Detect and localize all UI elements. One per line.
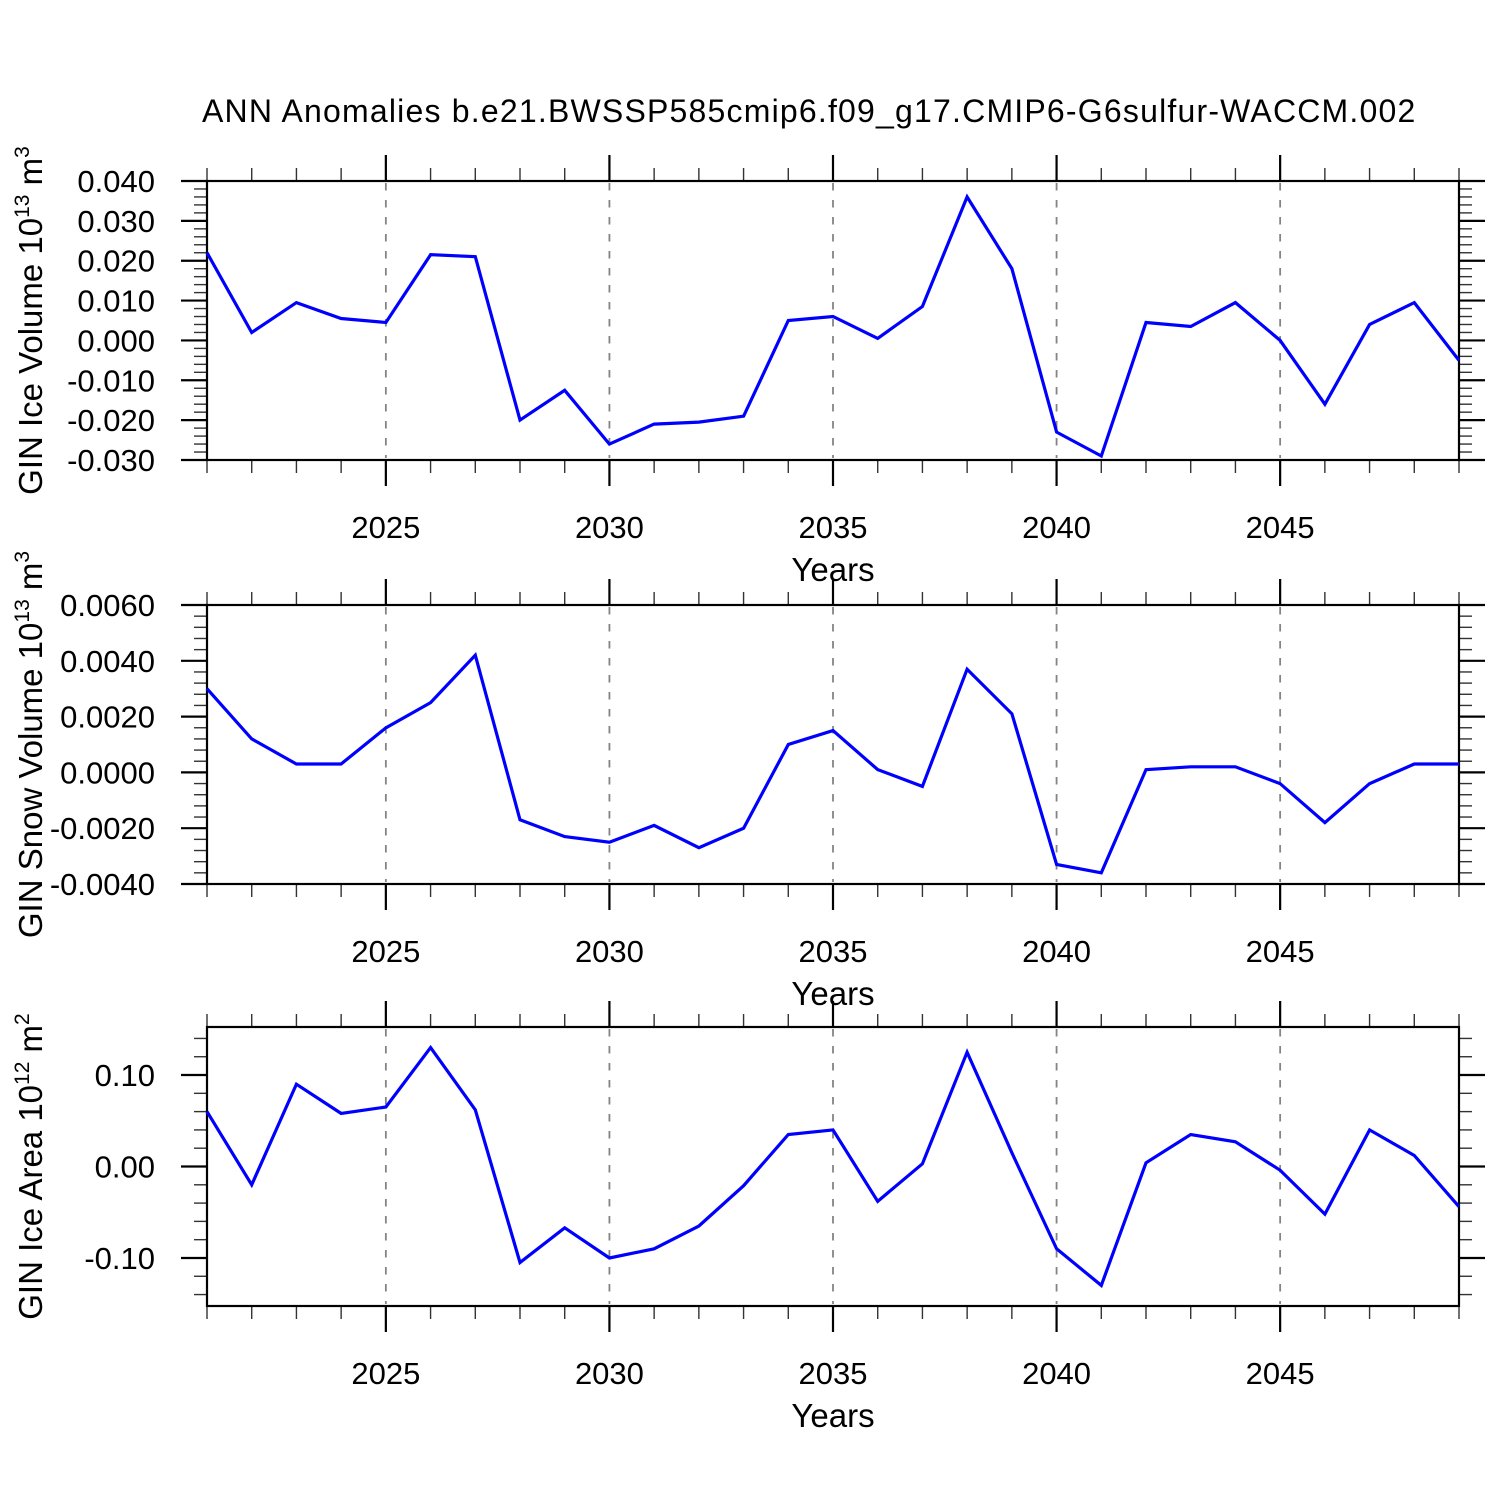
x-tick-label: 2035 [799, 1356, 868, 1391]
x-tick-label: 2025 [351, 510, 420, 545]
series-line [205, 652, 1459, 875]
y-axis-title: GIN Ice Area 1012 m2 [11, 1013, 49, 1320]
y-axis-title: GIN Ice Volume 1013 m3 [11, 146, 49, 495]
plot-frame [205, 1025, 1461, 1308]
x-tick-label: 2030 [575, 510, 644, 545]
y-tick-label: 0.020 [77, 244, 155, 279]
series-line [205, 193, 1461, 459]
x-tick-label: 2045 [1246, 510, 1315, 545]
chart-gin-snow-volume: 0.0060 0.0040 0.0020 0.0000 -0.0020 -0.0040 20… [11, 551, 1485, 1012]
plot-frame [205, 603, 1461, 886]
y-tick-label: -0.030 [67, 443, 155, 478]
y-tick-label: 0.10 [95, 1058, 155, 1093]
x-tick-label: 2030 [575, 1356, 644, 1391]
y-tick-label: -0.0020 [50, 811, 155, 846]
y-tick-label: 0.0000 [60, 755, 155, 790]
y-tick-label: 0.0060 [60, 588, 155, 623]
y-tick-label: 0.040 [77, 164, 155, 199]
x-tick-label: 2025 [351, 934, 420, 969]
x-tick-label: 2035 [799, 510, 868, 545]
x-axis-title: Years [791, 1397, 874, 1434]
x-tick-label: 2040 [1022, 1356, 1091, 1391]
charts-group: 0.040 0.030 0.020 0.010 0.000 -0.010 -0.020 -0.… [11, 146, 1485, 1434]
y-tick-label: 0.0040 [60, 644, 155, 679]
plot-frame [205, 179, 1461, 462]
y-tick-label: 0.00 [95, 1150, 155, 1185]
x-tick-label: 2040 [1022, 510, 1091, 545]
x-tick-label: 2045 [1246, 1356, 1315, 1391]
chart-gin-ice-volume: 0.040 0.030 0.020 0.010 0.000 -0.010 -0.020 -0.… [11, 146, 1485, 588]
y-tick-label: 0.030 [77, 204, 155, 239]
y-tick-label: 0.010 [77, 284, 155, 319]
y-tick-label: -0.020 [67, 403, 155, 438]
series-line [205, 1044, 1461, 1289]
y-tick-label: -0.0040 [50, 867, 155, 902]
y-tick-label: 0.0020 [60, 700, 155, 735]
y-tick-label: -0.010 [67, 363, 155, 398]
x-tick-label: 2025 [351, 1356, 420, 1391]
x-tick-label: 2035 [799, 934, 868, 969]
x-tick-label: 2040 [1022, 934, 1091, 969]
x-tick-label: 2030 [575, 934, 644, 969]
chart-gin-ice-area: 0.10 0.00 -0.10 2025 2030 2035 2040 2045 Years GI… [11, 1001, 1485, 1434]
y-tick-label: -0.10 [84, 1241, 155, 1276]
y-tick-label: 0.000 [77, 323, 155, 358]
y-axis-title: GIN Snow Volume 1013 m3 [11, 551, 49, 938]
figure-title: ANN Anomalies b.e21.BWSSP585cmip6.f09_g1… [202, 93, 1417, 129]
x-tick-label: 2045 [1246, 934, 1315, 969]
